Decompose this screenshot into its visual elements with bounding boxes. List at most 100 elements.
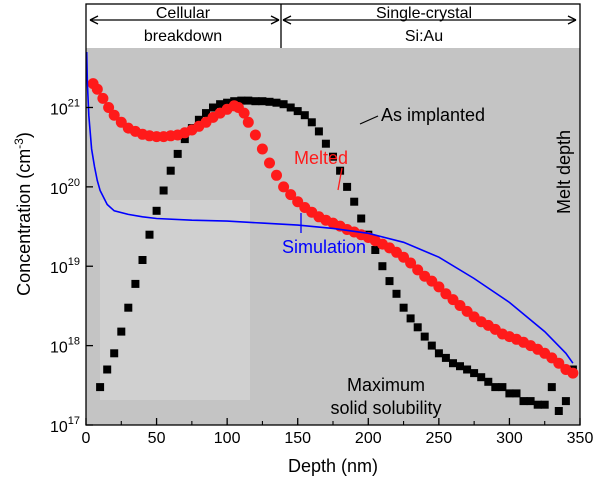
arrow-head-mid-right (282, 15, 292, 25)
melted-pointer (337, 167, 343, 191)
y-tick-exponent: 20 (68, 177, 80, 189)
annotation-melted: Melted (294, 148, 348, 168)
as-implanted-point (307, 118, 316, 127)
as-implanted-point (321, 139, 330, 148)
as-implanted-point (124, 303, 133, 312)
arrow-head-right (567, 15, 577, 25)
as-implanted-point (96, 383, 105, 392)
as-implanted-point (547, 383, 556, 392)
melted-point (108, 109, 120, 121)
y-tick-label: 1017 (50, 415, 80, 436)
y-tick-label: 1021 (50, 97, 80, 118)
as-implanted-point (505, 389, 514, 398)
as-implanted-point (406, 314, 415, 323)
y-tick-label: 1018 (50, 336, 80, 357)
y-tick-exponent: 21 (68, 97, 80, 109)
as-implanted-point (329, 152, 337, 161)
melted-point (412, 264, 424, 276)
as-implanted-point (420, 332, 429, 341)
as-implanted-point (441, 353, 450, 362)
as-implanted-point (110, 349, 119, 358)
y-tick-label: 1020 (50, 177, 80, 198)
melted-point (242, 116, 254, 128)
annotation-solubility-line1: Maximum (347, 375, 425, 395)
as-implanted-point (477, 373, 486, 382)
as-implanted-point (152, 206, 161, 215)
y-axis-label-close: ) (14, 132, 34, 138)
as-implanted-point (209, 103, 217, 112)
as-implanted-point (463, 365, 472, 374)
series-simulation-line (85, 51, 574, 364)
x-tick-label: 150 (284, 430, 311, 447)
region-label-single-crystal-line2: Si:Au (405, 28, 443, 45)
y-axis-label-sup: -3 (12, 138, 26, 149)
melted-point (271, 169, 282, 181)
arrow-head-left (89, 15, 99, 25)
as-implanted-point (244, 96, 253, 105)
as-implanted-point (512, 389, 521, 398)
melted-point (264, 157, 275, 169)
y-tick-exponent: 18 (68, 336, 80, 348)
as-implanted-point (117, 327, 126, 336)
as-implanted-point (216, 100, 225, 109)
as-implanted-point (561, 397, 570, 406)
as-implanted-point (385, 277, 394, 286)
as-implanted-point (293, 107, 302, 116)
as-implanted-point (427, 341, 436, 350)
x-tick-label: 300 (496, 430, 523, 447)
as-implanted-point (519, 397, 528, 406)
x-tick-label: 250 (426, 430, 453, 447)
as-implanted-point (498, 383, 507, 392)
y-tick-exponent: 17 (68, 415, 80, 427)
annotation-solubility-line2: solid solubility (330, 398, 441, 418)
x-tick-label: 100 (214, 430, 241, 447)
as-implanted-point (180, 135, 189, 144)
melted-point (553, 357, 565, 369)
x-axis-ticks: 0 50 100 150 200 250 300 350 (82, 418, 593, 447)
as-implanted-point (350, 197, 359, 206)
as-implanted-point (449, 359, 457, 368)
y-axis-label-main: Concentration (cm (14, 149, 34, 296)
region-brackets (89, 4, 577, 48)
annotation-simulation: Simulation (282, 237, 366, 257)
y-tick-base: 10 (50, 101, 68, 118)
as-implanted-point (237, 96, 246, 105)
x-tick-label: 50 (148, 430, 166, 447)
as-implanted-point (343, 182, 352, 191)
y-tick-base: 10 (50, 260, 68, 277)
as-implanted-point (371, 246, 380, 254)
as-implanted-point (434, 349, 443, 358)
as-implanted-point (314, 127, 323, 136)
as-implanted-point (202, 109, 210, 118)
annotation-as-implanted: As implanted (381, 105, 485, 125)
as-implanted-point (166, 166, 175, 175)
as-implanted-point (336, 166, 345, 175)
as-implanted-point (456, 362, 464, 371)
x-tick-label: 200 (355, 430, 382, 447)
as-implanted-pointer (359, 115, 379, 125)
as-implanted-point (194, 115, 203, 124)
as-implanted-point (300, 111, 309, 120)
micrograph-light-region (100, 200, 250, 400)
series-as-implanted (96, 96, 577, 415)
melted-point (567, 367, 579, 379)
melted-point (433, 281, 445, 293)
region-label-cellular-line2: breakdown (144, 28, 222, 45)
as-implanted-point (413, 323, 422, 332)
region-label-cellular-line1: Cellular (156, 5, 211, 22)
as-implanted-point (533, 400, 542, 409)
as-implanted-point (279, 100, 288, 109)
x-axis-label: Depth (nm) (288, 456, 378, 476)
as-implanted-point (103, 365, 112, 374)
as-implanted-point (173, 149, 182, 158)
melted-point (238, 107, 250, 119)
as-implanted-point (138, 256, 147, 264)
y-tick-base: 10 (50, 419, 68, 436)
annotation-melt-depth: Melt depth (554, 130, 574, 214)
y-tick-base: 10 (50, 340, 68, 357)
as-implanted-point (554, 407, 563, 415)
melted-point (285, 189, 297, 201)
as-implanted-point (540, 400, 549, 409)
